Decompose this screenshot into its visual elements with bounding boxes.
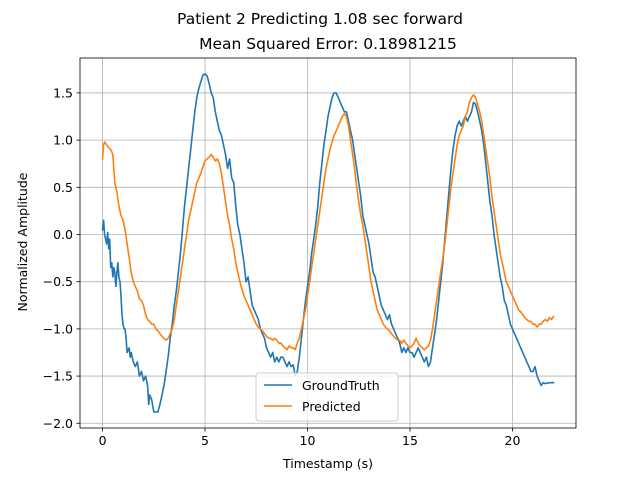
y-tick-label: 1.5 [53, 85, 73, 100]
x-tick-label: 0 [99, 433, 107, 448]
legend-label-groundtruth: GroundTruth [302, 378, 380, 393]
legend-label-predicted: Predicted [302, 399, 361, 414]
chart-subtitle: Mean Squared Error: 0.18981215 [199, 35, 457, 53]
chart-title: Patient 2 Predicting 1.08 sec forward [177, 10, 463, 28]
grid [80, 58, 576, 428]
legend: GroundTruth Predicted [255, 372, 399, 422]
y-tick-label: 0.5 [53, 180, 73, 195]
y-tick-label: −1.0 [43, 321, 73, 336]
series-group [101, 73, 555, 413]
y-tick-label: −1.5 [43, 369, 73, 384]
x-tick-label: 20 [505, 433, 521, 448]
y-tick-label: −2.0 [43, 416, 73, 431]
y-tick-label: −0.5 [43, 274, 73, 289]
x-tick-label: 15 [402, 433, 418, 448]
y-tick-label: 1.0 [53, 133, 73, 148]
x-axis-label: Timestamp (s) [282, 456, 373, 471]
series-line-predicted [101, 94, 555, 351]
y-tick-label: 0.0 [53, 227, 73, 242]
x-tick-label: 10 [300, 433, 316, 448]
y-axis-label: Normalized Amplitude [15, 172, 30, 311]
series-line-groundtruth [101, 73, 555, 413]
plot-area-frame [79, 57, 577, 429]
axis-ticks: 0 5 10 15 20 1.5 1.0 0.5 0.0 −0.5 −1.0 −1.5 −2.0 [43, 85, 521, 448]
x-tick-label: 5 [201, 433, 209, 448]
